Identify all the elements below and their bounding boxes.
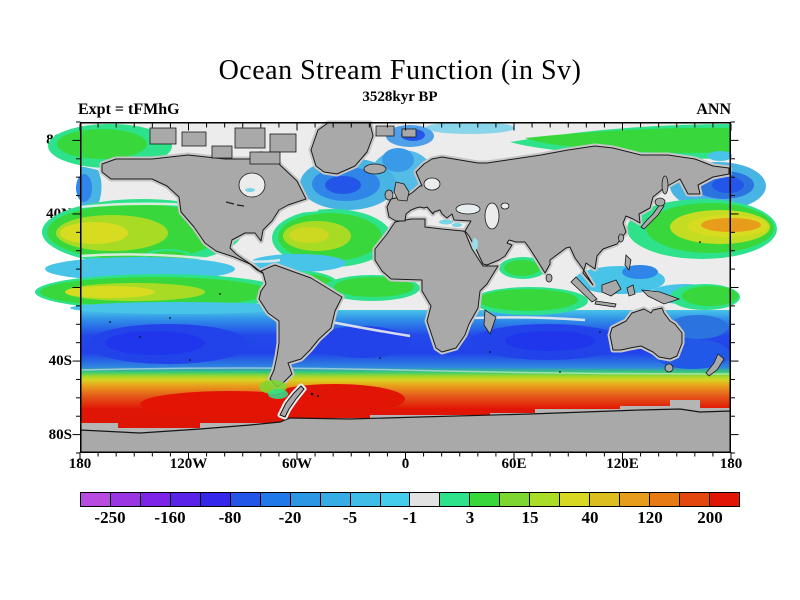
antarctic-coastline [79, 408, 732, 434]
world-map [35, 122, 777, 460]
map-area [35, 122, 777, 460]
colorbar-segment [560, 493, 591, 506]
colorbar-segment [320, 493, 351, 506]
colorbar-tick-labels: -250 -160 -80 -20 -5 -1 3 15 40 120 200 [80, 508, 740, 532]
colorbar-tick-label: 120 [637, 508, 663, 527]
colorbar-tick-label: -20 [278, 508, 302, 527]
season-label: ANN [696, 101, 731, 118]
colorbar-segment [650, 493, 681, 506]
island-borneo [601, 279, 622, 297]
islands-philippines [624, 254, 632, 271]
colorbar-tick-label: 40 [581, 508, 599, 527]
lat-tick-label: 80S [48, 426, 72, 443]
colorbar-segment [380, 493, 411, 506]
colorbar-segment [140, 493, 171, 506]
colorbar-segment [680, 493, 711, 506]
hudson-bay [238, 172, 266, 198]
colorbar-tick-label: -160 [154, 508, 186, 527]
island-sakhalin [661, 175, 669, 195]
colorbar-tick-label: 3 [465, 508, 475, 527]
island-sri-lanka [545, 273, 553, 283]
colorbar-segment [110, 493, 141, 506]
colorbar-segment [440, 493, 471, 506]
continents [102, 123, 729, 387]
island-new-guinea [640, 289, 681, 305]
lon-tick-label: 180 [719, 456, 743, 472]
island-java [594, 300, 617, 308]
colorbar-segment [260, 493, 291, 506]
colorbar-tick-label: 200 [697, 508, 723, 527]
lon-tick-label: 120E [606, 456, 639, 472]
island-iceland [363, 163, 387, 175]
baltic-sea [423, 177, 441, 191]
colorbar-tick-label: -5 [342, 508, 358, 527]
colorbar-segment [530, 493, 561, 506]
island-sulawesi [626, 284, 636, 297]
ocean-gyres-and-bands [35, 122, 777, 417]
aral-sea [500, 202, 510, 210]
colorbar-segment [410, 493, 441, 506]
lon-tick-label: 0 [401, 456, 410, 472]
colorbar-segment [470, 493, 501, 506]
colorbar-segment [230, 493, 261, 506]
lon-tick-label: 180 [68, 456, 92, 472]
colorbar-segment [710, 493, 739, 506]
caspian-sea [484, 202, 500, 230]
colorbar [80, 492, 740, 507]
island-taiwan [618, 233, 624, 243]
experiment-label: Expt = tFMhG [78, 101, 180, 118]
continent-antarctica [79, 380, 732, 453]
subtitle-time-label: 3528kyr BP [362, 89, 438, 105]
colorbar-segment [620, 493, 651, 506]
colorbar-segment [500, 493, 531, 506]
lon-tick-label: 60W [282, 456, 312, 472]
island-britain [393, 181, 410, 202]
mediterranean-speck [439, 219, 453, 225]
islands [149, 125, 725, 377]
colorbar-segment [350, 493, 381, 506]
page-title: Ocean Stream Function (in Sv) [218, 55, 582, 86]
island-tasmania [664, 363, 674, 373]
island-ireland [384, 189, 394, 201]
island-sumatra [570, 276, 598, 303]
colorbar-tick-label: -250 [94, 508, 126, 527]
colorbar-segment [170, 493, 201, 506]
colorbar-segment [590, 493, 621, 506]
antarctic-peninsula [279, 385, 305, 418]
colorbar-tick-label: -80 [218, 508, 242, 527]
colorbar-segment [290, 493, 321, 506]
island-madagascar [483, 309, 497, 335]
black-sea [455, 203, 481, 215]
lon-tick-label: 60E [501, 456, 527, 472]
colorbar-segment [200, 493, 231, 506]
colorbar-tick-label: 15 [521, 508, 539, 527]
great-lakes [225, 201, 245, 207]
colorbar-segment [81, 493, 111, 506]
stipple-dots [109, 241, 701, 373]
islands-new-zealand [705, 353, 725, 377]
lon-tick-label: 120W [169, 456, 208, 472]
colorbar-tick-label: -1 [402, 508, 418, 527]
red-sea-speck [472, 238, 478, 250]
axis-tick-marks [72, 121, 739, 460]
lat-tick-label: 40S [48, 353, 72, 370]
inland-seas [225, 172, 510, 250]
